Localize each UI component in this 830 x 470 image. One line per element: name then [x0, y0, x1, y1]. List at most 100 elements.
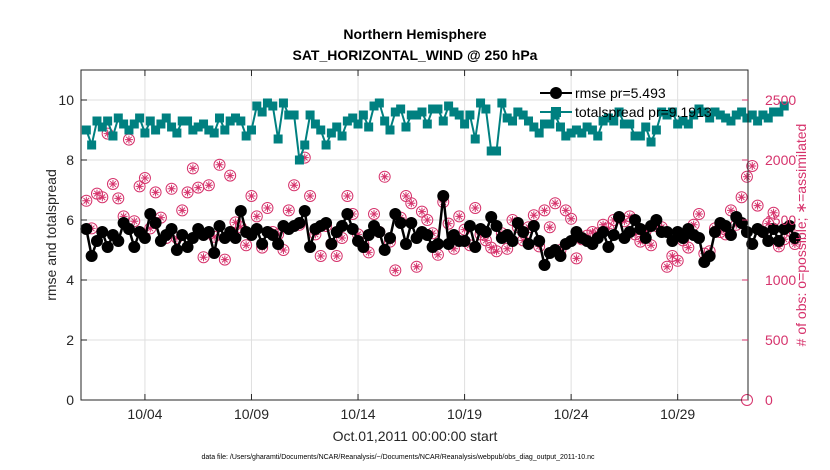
obs-assimilated-point [194, 183, 203, 192]
totalspread-point [673, 119, 683, 129]
rmse-point [490, 220, 503, 232]
obs-possible-point [181, 186, 194, 199]
totalspread-point [454, 110, 464, 120]
totalspread-point [188, 125, 198, 135]
rmse-point [373, 226, 386, 238]
chart-subtitle: SAT_HORIZONTAL_WIND @ 250 hPa [293, 47, 538, 63]
rmse-point [144, 208, 157, 220]
rmse-point [772, 235, 785, 247]
obs-possible-point [261, 202, 274, 214]
obs-assimilated-point [753, 201, 762, 210]
obs-possible-point [218, 253, 231, 266]
obs-assimilated-point [226, 171, 235, 180]
rmse-point [128, 241, 141, 253]
obs-possible-point [314, 250, 327, 262]
obs-assimilated-point [354, 230, 363, 239]
rmse-point [469, 241, 482, 253]
obs-assimilated-point [114, 194, 123, 203]
rmse-point [442, 238, 455, 250]
rmse-point [506, 235, 519, 247]
obs-assimilated-point [433, 250, 442, 259]
rmse-point [783, 220, 796, 232]
rmse-point [181, 241, 194, 253]
plot-frame [80, 69, 749, 401]
totalspread-point [412, 110, 422, 120]
totalspread-point [220, 125, 230, 135]
obs-assimilated-point [151, 188, 160, 197]
obs-possible-point [735, 191, 748, 204]
totalspread-point [278, 98, 288, 108]
x-tick-label: 10/04 [127, 406, 162, 422]
rmse-point [346, 223, 359, 235]
obs-possible-point [442, 217, 455, 230]
totalspread-point [81, 125, 91, 135]
obs-assimilated-point [247, 192, 256, 200]
totalspread-point [603, 113, 613, 123]
totalspread-point [593, 131, 603, 141]
obs-possible-point [96, 191, 109, 204]
totalspread-point [204, 125, 214, 135]
y-right-tick-label: 500 [765, 332, 789, 348]
obs-assimilated-point [290, 181, 299, 190]
rmse-point [661, 226, 674, 238]
totalspread-point [289, 110, 299, 120]
obs-assimilated-point [417, 207, 426, 216]
totalspread-point [699, 107, 709, 117]
totalspread-point [486, 146, 496, 156]
totalspread-point [598, 116, 608, 126]
obs-assimilated-point [284, 206, 293, 215]
rmse-point [165, 223, 178, 235]
totalspread-point [555, 122, 565, 132]
totalspread-point [758, 110, 768, 120]
obs-assimilated-point [279, 246, 288, 254]
rmse-point [122, 223, 135, 235]
rmse-point [538, 259, 551, 271]
totalspread-point [177, 116, 187, 126]
totalspread-point [396, 104, 406, 114]
rmse-point [170, 244, 183, 256]
obs-possible-point [112, 192, 125, 205]
obs-possible-point [304, 190, 317, 202]
obs-assimilated-point [370, 210, 379, 218]
obs-possible-point [197, 251, 210, 264]
totalspread-point [321, 140, 331, 150]
obs-assimilated-point [199, 253, 208, 262]
obs-assimilated-point [343, 192, 352, 200]
obs-assimilated-point [215, 160, 224, 169]
totalspread-point [513, 107, 523, 117]
obs-assimilated-point [572, 254, 581, 263]
totalspread-point [747, 110, 757, 120]
obs-assimilated-point [188, 164, 197, 173]
legend-totalspread-label: totalspread pr=9.1913 [575, 104, 712, 120]
totalspread-point [156, 119, 166, 129]
rmse-point [623, 226, 636, 238]
totalspread-point [465, 110, 475, 120]
rmse-point [234, 205, 247, 217]
obs-possible-point [202, 179, 215, 192]
rmse-point [602, 241, 615, 253]
obs-possible-point [661, 260, 674, 273]
obs-assimilated-point [487, 243, 496, 252]
totalspread-point [715, 110, 725, 120]
obs-possible-point [330, 250, 343, 262]
rmse-point [762, 235, 775, 247]
totalspread-point [428, 104, 438, 114]
totalspread-point [529, 122, 539, 132]
rmse-point [692, 232, 705, 244]
x-tick-label: 10/09 [234, 406, 269, 422]
rmse-point [213, 220, 226, 232]
totalspread-point [151, 125, 161, 135]
obs-assimilated-point [567, 214, 576, 223]
totalspread-point [492, 146, 502, 156]
rmse-point [399, 238, 412, 250]
obs-assimilated-point [401, 192, 410, 200]
totalspread-point [614, 107, 624, 117]
obs-possible-point [740, 170, 753, 183]
rmse-point [613, 211, 626, 223]
obs-assimilated-point [737, 193, 746, 202]
obs-possible-point [538, 204, 551, 217]
totalspread-point [103, 116, 113, 126]
rmse-point [405, 217, 418, 229]
rmse-point [250, 223, 263, 235]
obs-possible-point [186, 162, 199, 175]
